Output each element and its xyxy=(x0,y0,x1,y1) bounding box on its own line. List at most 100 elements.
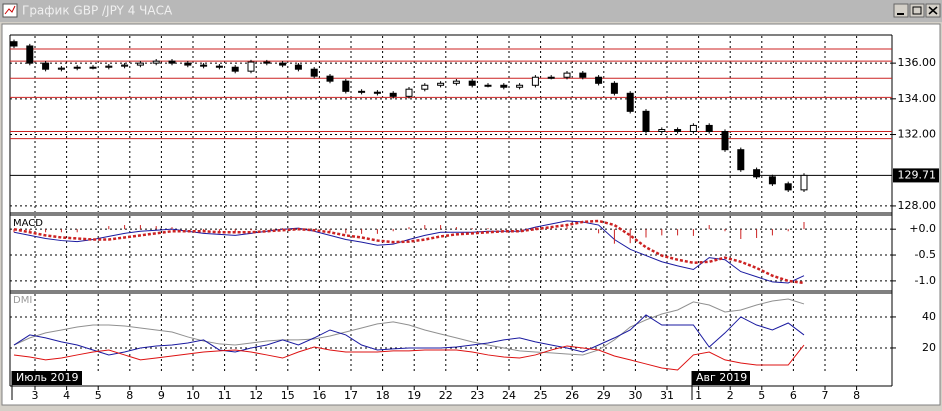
x-tick-label: 23 xyxy=(470,389,484,402)
candle-body xyxy=(421,84,429,90)
candle-body xyxy=(642,110,650,132)
candle-body xyxy=(168,60,176,64)
candle-body xyxy=(152,60,160,64)
candle-body xyxy=(215,65,223,68)
macd-line xyxy=(13,220,805,284)
candle-body xyxy=(105,65,113,68)
x-tick-label: 2 xyxy=(727,389,734,402)
candle-body xyxy=(184,62,192,66)
candle-body xyxy=(784,183,792,191)
candle-body xyxy=(689,124,697,132)
x-tick-label: 19 xyxy=(407,389,421,402)
candle-body xyxy=(626,92,634,112)
candle-body xyxy=(231,66,239,72)
candle-body xyxy=(326,75,334,82)
candle-body xyxy=(800,174,808,191)
x-tick-label: 15 xyxy=(281,389,295,402)
candle-body xyxy=(437,82,445,86)
y-tick-label: 132.00 xyxy=(898,128,937,141)
candle-body xyxy=(57,67,65,70)
candle-body xyxy=(452,80,460,84)
candle-body xyxy=(121,64,129,67)
candle-body xyxy=(768,176,776,185)
title-bar xyxy=(0,0,942,22)
x-tick-label: 11 xyxy=(218,389,232,402)
x-tick-label: 22 xyxy=(439,389,453,402)
x-tick-label: 1 xyxy=(695,389,702,402)
month-label-box xyxy=(12,371,82,385)
month-label: Июль 2019 xyxy=(16,371,79,384)
x-tick-label: 6 xyxy=(790,389,797,402)
maximize-button[interactable] xyxy=(909,3,925,18)
candle-body xyxy=(500,84,508,88)
x-tick-label: 17 xyxy=(344,389,358,402)
candle-body xyxy=(484,84,492,87)
candle-body xyxy=(310,68,318,77)
x-tick-label: 8 xyxy=(126,389,133,402)
candle-body xyxy=(405,88,413,97)
dmi-line xyxy=(13,298,805,356)
candle-body xyxy=(610,82,618,94)
x-tick-label: 12 xyxy=(249,389,263,402)
candle-body xyxy=(247,61,255,72)
close-glyph xyxy=(928,6,938,15)
x-tick-label: 29 xyxy=(597,389,611,402)
x-tick-label: 3 xyxy=(32,389,39,402)
y-tick-label: -0.5 xyxy=(915,248,936,261)
candle-body xyxy=(200,64,208,67)
window-icon-glyph xyxy=(4,5,16,15)
y-tick-label: 134.00 xyxy=(898,92,937,105)
y-tick-label: +0.0 xyxy=(909,222,936,235)
y-tick-label: 136.00 xyxy=(898,56,937,69)
x-tick-label: 7 xyxy=(822,389,829,402)
candle-body xyxy=(753,169,761,178)
candle-body xyxy=(721,130,729,151)
x-tick-label: 5 xyxy=(95,389,102,402)
x-tick-label: 16 xyxy=(312,389,326,402)
candle-body xyxy=(468,80,476,86)
dmi-title: DMI xyxy=(13,295,32,306)
candle-body xyxy=(42,62,50,70)
last-price-label: 129.71 xyxy=(898,168,937,181)
macd-title: MACD xyxy=(13,218,43,229)
candle-body xyxy=(10,41,18,47)
x-tick-label: 9 xyxy=(158,389,165,402)
candle-body xyxy=(358,90,366,93)
maximize-glyph xyxy=(912,6,922,15)
candle-body xyxy=(73,66,81,69)
x-tick-label: 24 xyxy=(502,389,516,402)
month-label: Авг 2019 xyxy=(696,371,747,384)
candle-body xyxy=(342,80,350,92)
x-tick-label: 31 xyxy=(660,389,674,402)
x-tick-label: 8 xyxy=(853,389,860,402)
candle-body xyxy=(279,62,287,66)
candle-body xyxy=(263,61,271,64)
y-tick-label: 128.00 xyxy=(898,199,937,212)
candle-body xyxy=(136,62,144,66)
candle-body xyxy=(579,72,587,78)
dmi-line xyxy=(13,314,805,356)
y-tick-label: 20 xyxy=(922,341,936,354)
x-tick-label: 18 xyxy=(376,389,390,402)
candle-body xyxy=(563,72,571,78)
candle-body xyxy=(26,45,34,64)
signal-line xyxy=(13,219,805,285)
x-tick-label: 30 xyxy=(628,389,642,402)
minimize-button[interactable] xyxy=(893,3,909,18)
candle-body xyxy=(531,76,539,86)
window-title: График GBP /JPY 4 ЧАСА xyxy=(22,4,173,18)
candle-body xyxy=(547,76,555,79)
month-label-box xyxy=(692,371,750,385)
candle-body xyxy=(389,92,397,97)
candle-body xyxy=(516,84,524,88)
dmi-line xyxy=(13,344,805,371)
x-tick-label: 4 xyxy=(63,389,70,402)
x-tick-label: 26 xyxy=(565,389,579,402)
x-tick-label: 10 xyxy=(186,389,200,402)
candle-body xyxy=(595,76,603,84)
candle-body xyxy=(373,91,381,94)
candle-body xyxy=(294,64,302,70)
x-tick-label: 25 xyxy=(534,389,548,402)
